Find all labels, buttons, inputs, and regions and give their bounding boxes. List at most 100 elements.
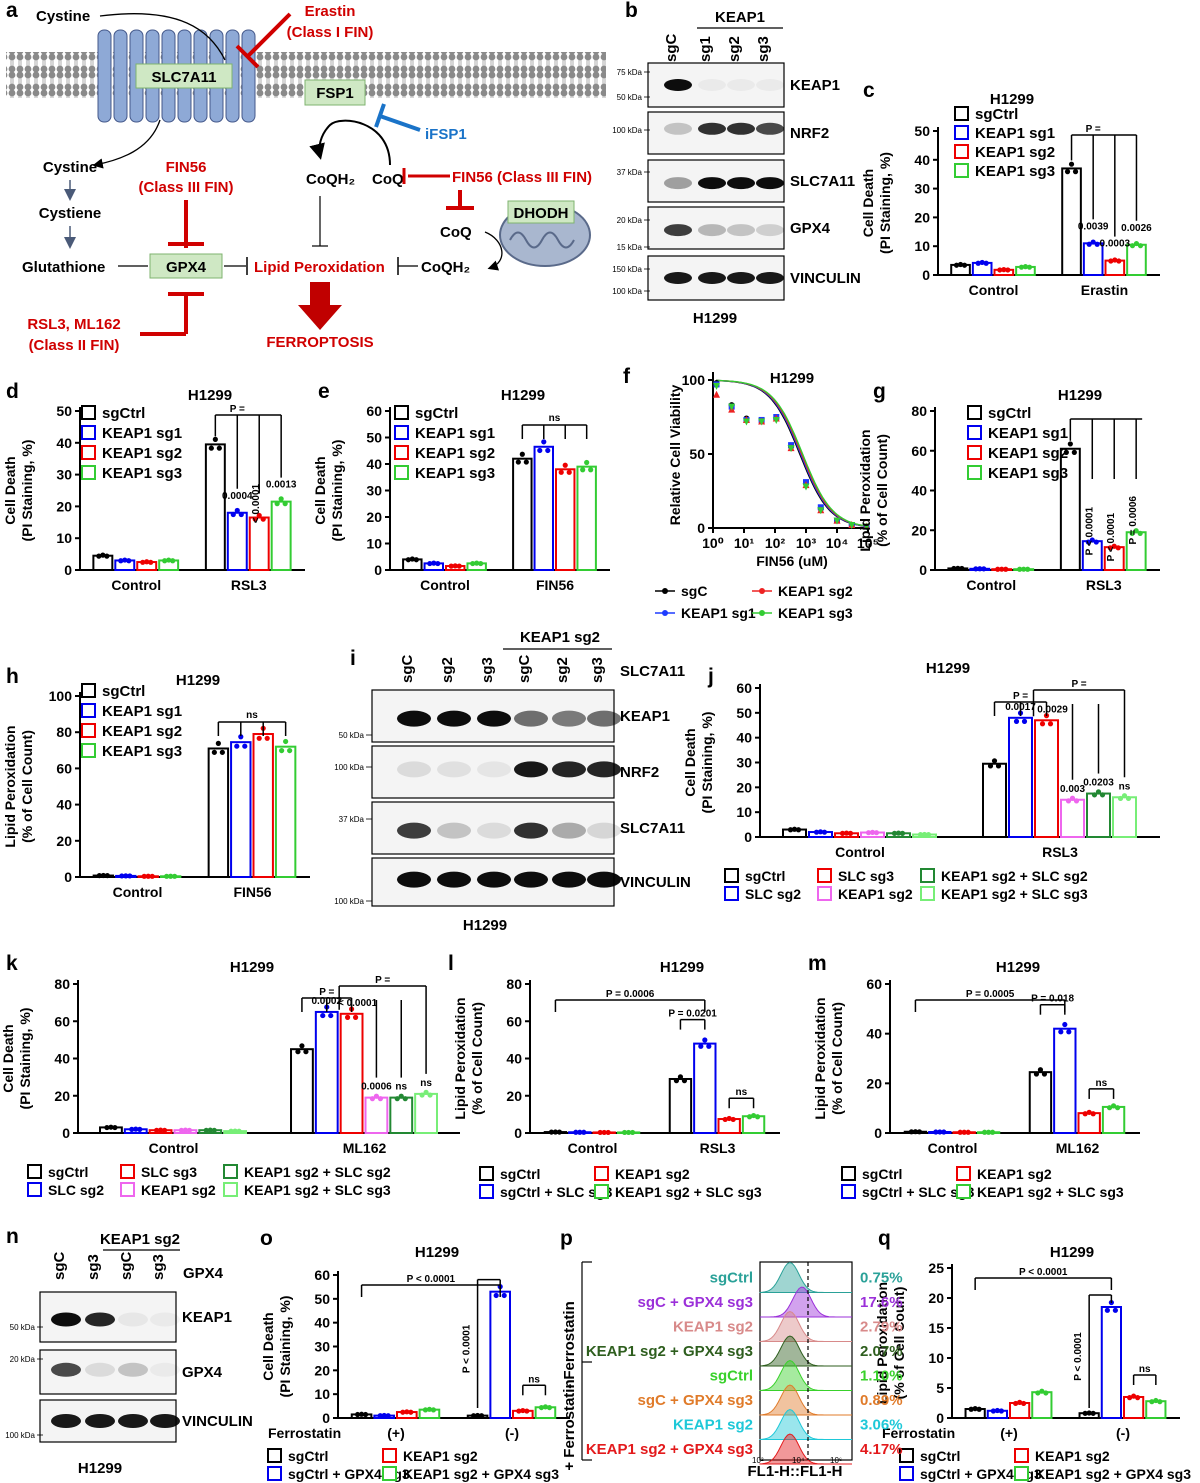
pt-c-3-0-0 (1018, 264, 1025, 270)
ytick-o-1: 10 (314, 1386, 330, 1402)
ytick-c-4: 40 (914, 152, 930, 168)
ytick-j-6: 60 (736, 680, 752, 696)
pt-o-1-0-0 (377, 1413, 383, 1419)
legend-swatch-d-1 (81, 425, 96, 440)
pt-g-3-1-0 (1129, 530, 1135, 536)
wb-n-band-2-2 (118, 1414, 148, 1428)
flow-hist-3 (759, 1335, 852, 1367)
wb-i-band-3-1 (437, 871, 471, 888)
pt-o-0-0-0 (354, 1411, 361, 1418)
ylabel-j-1: (PI Staining, %) (699, 712, 715, 814)
pt-d-2-0-1 (144, 559, 150, 565)
panel-label-c: c (863, 79, 875, 102)
flow-row-pct-1: 17.6% (860, 1294, 903, 1311)
ytick-q-1: 5 (936, 1380, 944, 1396)
legend-swatch-h-2 (81, 723, 96, 738)
legend-swatch-k-1 (27, 1182, 42, 1197)
pt-q-3-0-0 (1035, 1390, 1041, 1396)
pt-o-2-1-0 (516, 1408, 522, 1414)
pt-l-1-0-0 (573, 1129, 579, 1135)
chart-c: c H1299 Cell Death (PI Staining, %) 0 10 20 30 4… (860, 79, 1160, 298)
pt-e-0-0-2 (413, 557, 419, 563)
ytick-e-3: 30 (366, 483, 382, 499)
ylabel-d-0: Cell Death (2, 456, 18, 524)
pt-j-4-0-0 (891, 830, 898, 836)
pt-c-1-1-2 (1094, 241, 1100, 247)
legend-label-j-3: KEAP1 sg2 (838, 886, 913, 902)
chart-j: j H1299 Cell Death (PI Staining, %) 0 10 20 30 4… (682, 660, 1160, 902)
pt-d-2-1-1 (256, 512, 262, 519)
pt-k-0-1-0 (295, 1049, 301, 1055)
ytick-c-0: 0 (922, 267, 930, 283)
ytick-o-2: 20 (314, 1362, 330, 1378)
bar-h-1-1 (230, 741, 252, 879)
legend-label-l-1: sgCtrl + SLC sg3 (500, 1184, 613, 1200)
flow-histograms: p sgCtrl 0.75% sgC + GPX4 sg3 17.6% KEAP1 sg… (560, 1227, 903, 1480)
legend-label-h-1: KEAP1 sg1 (102, 703, 182, 720)
bar-m-2-1 (1077, 1112, 1101, 1134)
pt-j-4-1-1 (1095, 789, 1102, 795)
pt-o-0-1-0 (470, 1413, 477, 1419)
pt-c-2-1-0 (1108, 258, 1114, 264)
wb-b-group: KEAP1 (715, 9, 765, 26)
pt-k-3-0-0 (178, 1127, 185, 1133)
annot-j: 0.0203 (1083, 778, 1114, 789)
fit-line-f-2 (716, 379, 869, 527)
flow-tick-3: 10⁶ (830, 1456, 842, 1465)
pt-k-5-1-1 (423, 1089, 429, 1095)
pt-k-1-1-2 (328, 1012, 334, 1019)
chart-title-q: H1299 (1050, 1244, 1094, 1261)
pt-d-1-0-2 (126, 558, 132, 564)
annot-c: 0.0003 (1100, 239, 1131, 250)
pt-c-1-0-2 (983, 260, 989, 266)
annot-k: < 0.0001 (338, 998, 378, 1009)
wb-n-band-0-1 (85, 1312, 115, 1327)
pt-d-0-1-1 (212, 436, 218, 442)
pt-e-1-0-1 (431, 560, 437, 566)
xcat-m-0: Control (928, 1140, 978, 1156)
wb-b-marker-7: 100 kDa (612, 287, 642, 296)
chart-e: e H1299 Cell Death (PI Staining, %) 0 10 20 30 4… (312, 380, 610, 593)
ytick-j-0: 0 (744, 829, 752, 845)
pt-e-0-0-0 (405, 557, 411, 563)
pt-k-4-0-2 (211, 1127, 217, 1133)
pt-d-0-0-1 (100, 552, 106, 558)
fin56-right: FIN56 (Class III FIN) (452, 169, 592, 186)
wb-n-lane-group: GPX4 (183, 1265, 224, 1282)
annot-g: P < 0.0001 (1084, 507, 1095, 556)
pt-k-1-0-2 (137, 1126, 143, 1132)
pt-l-0-1-1 (677, 1074, 684, 1080)
pt-k-2-0-1 (157, 1127, 164, 1133)
pt-j-4-0-1 (895, 830, 902, 836)
pt-h-3-1-2 (287, 747, 293, 754)
pt-e-3-0-0 (470, 560, 476, 567)
pt-f-3-4 (772, 416, 780, 424)
legend-swatch-e-3 (394, 465, 409, 480)
bar-q-2-1 (1123, 1396, 1145, 1419)
legend-swatch-c-2 (954, 144, 969, 159)
legend-label-d-3: KEAP1 sg3 (102, 465, 182, 482)
pt-j-3-1-1 (1069, 795, 1076, 801)
bar-k-0-1 (290, 1048, 314, 1134)
legend-label-j-2: SLC sg3 (838, 868, 894, 884)
pt-h-0-1-2 (219, 749, 225, 755)
pt-j-2-0-2 (847, 830, 854, 836)
pt-j-1-1-0 (1013, 718, 1020, 724)
pt-k-5-0-0 (228, 1128, 234, 1134)
pt-m-0-0-2 (916, 1129, 923, 1135)
ytick-e-6: 60 (366, 403, 382, 419)
legend-swatch-d-2 (81, 445, 96, 460)
pt-l-2-0-0 (597, 1129, 603, 1136)
pt-f-3-8 (833, 517, 841, 525)
annot-h: ns (246, 710, 258, 721)
pt-m-2-0-2 (965, 1129, 971, 1135)
pt-f-3-6 (802, 483, 810, 491)
pt-k-3-1-1 (373, 1093, 380, 1099)
pt-k-3-1-2 (377, 1096, 384, 1102)
pt-o-1-0-1 (381, 1412, 387, 1419)
pt-j-0-1-0 (987, 763, 994, 769)
pt-k-1-1-0 (320, 1012, 326, 1019)
bar-j-1-1 (1008, 716, 1033, 838)
flow-hist-5 (759, 1384, 852, 1416)
pt-e-3-1-2 (588, 467, 594, 473)
